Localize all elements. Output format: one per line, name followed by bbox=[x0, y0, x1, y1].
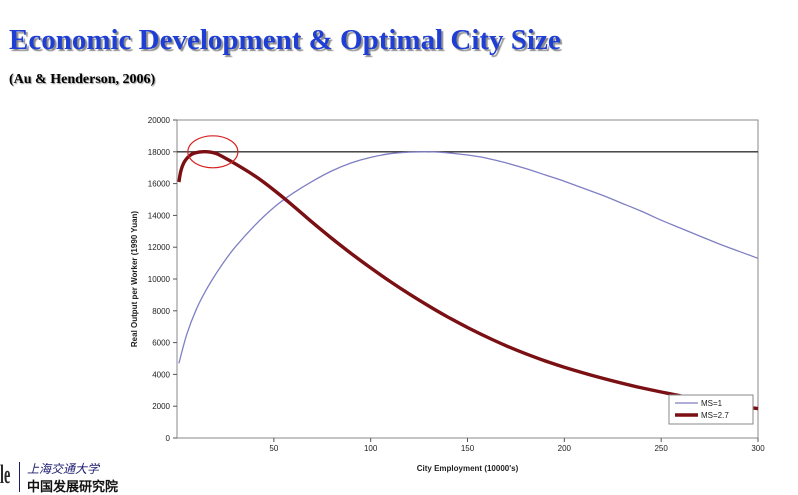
y-tick-label: 14000 bbox=[148, 211, 171, 220]
x-tick-label: 200 bbox=[558, 444, 572, 453]
legend-label: MS=2.7 bbox=[701, 411, 729, 420]
y-tick-label: 18000 bbox=[148, 148, 171, 157]
logo-divider bbox=[19, 462, 20, 492]
series-line-ms-1 bbox=[178, 151, 759, 364]
y-axis-title: Real Output per Worker (1990 Yuan) bbox=[130, 211, 139, 348]
legend-label: MS=1 bbox=[701, 399, 723, 408]
y-tick-label: 6000 bbox=[152, 339, 170, 348]
plot-area bbox=[176, 119, 759, 439]
x-tick-label: 250 bbox=[654, 444, 668, 453]
logo-mark-icon: le bbox=[0, 460, 11, 489]
x-tick-label: 150 bbox=[461, 444, 475, 453]
y-tick-label: 12000 bbox=[148, 243, 171, 252]
slide-title: Economic Development & Optimal City Size bbox=[9, 24, 561, 56]
y-tick-label: 10000 bbox=[148, 275, 171, 284]
university-name: 上海交通大学 bbox=[27, 462, 100, 476]
y-tick-label: 4000 bbox=[152, 370, 170, 379]
highlight-circle bbox=[187, 135, 239, 169]
footer-logo: le 上海交通大学 中国发展研究院 bbox=[0, 458, 170, 495]
y-tick-label: 2000 bbox=[152, 402, 170, 411]
y-tick-label: 0 bbox=[166, 434, 171, 443]
x-tick-label: 100 bbox=[364, 444, 378, 453]
legend-box bbox=[668, 394, 754, 425]
slide-subtitle: (Au & Henderson, 2006) bbox=[9, 72, 156, 87]
x-tick-label: 300 bbox=[751, 444, 765, 453]
series-line-ms-2-7 bbox=[177, 149, 759, 411]
y-tick-label: 20000 bbox=[148, 116, 171, 125]
y-tick-label: 16000 bbox=[148, 180, 171, 189]
y-tick-label: 8000 bbox=[152, 307, 170, 316]
institute-name: 中国发展研究院 bbox=[27, 480, 119, 495]
x-axis-title: City Employment (10000's) bbox=[417, 464, 519, 473]
x-tick-label: 50 bbox=[269, 444, 278, 453]
